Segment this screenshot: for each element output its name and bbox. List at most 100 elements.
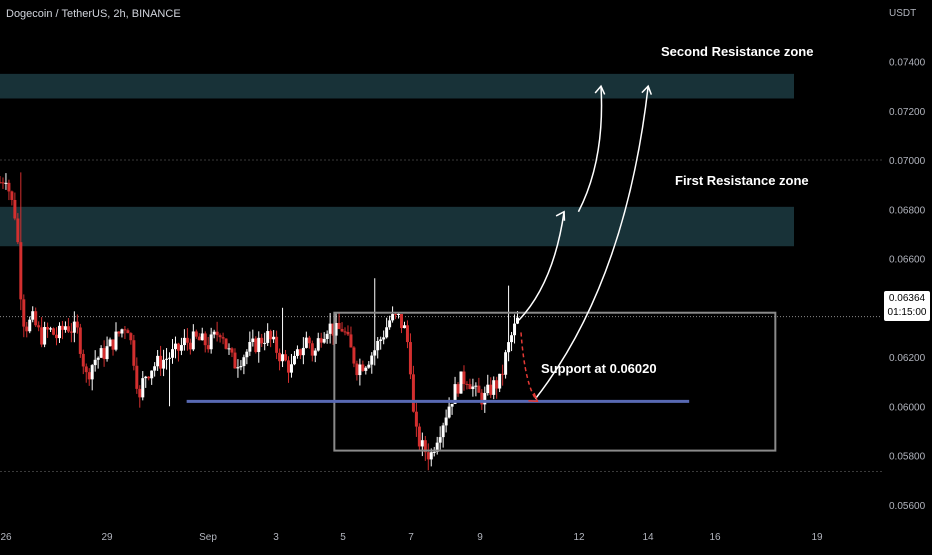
candle-body: [405, 325, 409, 343]
candle-body: [334, 322, 338, 336]
y-tick-label: 0.06200: [889, 353, 926, 364]
candle-body: [298, 349, 302, 356]
candle-body: [420, 440, 424, 447]
candle-body: [111, 339, 115, 350]
candle-body: [126, 330, 130, 334]
resistance-zone-1: [0, 73, 794, 99]
candle-body: [90, 365, 94, 380]
candle-body: [236, 367, 240, 369]
candle-body: [411, 374, 415, 412]
candle-body: [313, 350, 317, 356]
candle-body: [66, 326, 70, 332]
candle-body: [432, 451, 436, 453]
candle-body: [251, 338, 255, 343]
candle-body: [504, 352, 508, 375]
candle-body: [429, 452, 433, 460]
candle-body: [19, 242, 23, 300]
candle-body: [203, 333, 207, 346]
candle-body: [441, 425, 445, 438]
second-resistance-label: Second Resistance zone: [661, 44, 814, 59]
candle-body: [129, 333, 133, 341]
candle-body: [292, 355, 296, 365]
candle-body: [206, 345, 210, 350]
candle-body: [194, 331, 198, 337]
candle-body: [263, 342, 267, 344]
candle-body: [16, 218, 20, 243]
candle-body: [123, 329, 127, 331]
candle-body: [144, 376, 148, 379]
candle-body: [138, 388, 142, 398]
candle-body: [4, 182, 8, 184]
candle-body: [367, 364, 371, 368]
candle-body: [57, 325, 61, 339]
candle-body: [69, 331, 73, 333]
candle-body: [63, 326, 67, 330]
candle-body: [153, 366, 157, 371]
candle-body: [81, 353, 85, 367]
candle-body: [275, 336, 279, 353]
candle-body: [34, 311, 38, 326]
candle-body: [171, 349, 175, 358]
candle-body: [465, 383, 469, 385]
candle-body: [307, 337, 311, 344]
candle-body: [242, 357, 246, 367]
candle-body: [349, 334, 353, 348]
candle-body: [331, 323, 335, 336]
candle-body: [391, 314, 395, 321]
arrowhead-pullback: [528, 392, 539, 403]
candle-body: [185, 337, 189, 343]
candle-body: [325, 333, 329, 339]
candle-body: [0, 182, 2, 184]
candle-body: [120, 329, 124, 334]
candle-body: [197, 336, 201, 341]
candle-body: [477, 385, 481, 393]
candle-body: [516, 317, 520, 324]
candle-body: [510, 335, 514, 343]
candle-body: [40, 327, 44, 345]
x-tick-label: 3: [273, 532, 279, 543]
candle-body: [423, 440, 427, 453]
y-tick-label: 0.06600: [889, 255, 926, 266]
candle-body: [340, 328, 344, 332]
candle-body: [364, 367, 368, 371]
candle-body: [22, 299, 26, 327]
candle-body: [176, 343, 180, 351]
candle-body: [301, 347, 305, 356]
x-tick-label: 5: [340, 532, 346, 543]
candle-body: [382, 337, 386, 340]
candle-body: [319, 338, 323, 343]
last-price-value: 0.06364: [888, 293, 926, 304]
x-tick-label: 16: [709, 532, 721, 543]
candle-body: [495, 380, 499, 389]
candle-body: [165, 358, 169, 360]
candle-body: [215, 331, 219, 336]
candle-body: [93, 359, 97, 366]
candle-body: [358, 364, 362, 376]
candle-body: [370, 355, 374, 365]
candle-body: [507, 342, 511, 353]
candle-body: [224, 338, 228, 349]
x-tick-label: 12: [573, 532, 585, 543]
candle-body: [459, 371, 463, 394]
candle-body: [173, 343, 177, 350]
candle-body: [278, 352, 282, 362]
candle-body: [444, 417, 448, 426]
candle-body: [212, 331, 216, 335]
candle-body: [438, 437, 442, 443]
candle-body: [117, 331, 121, 334]
candle-body: [191, 331, 195, 350]
candle-body: [159, 355, 163, 369]
candle-body: [328, 323, 332, 334]
candle-body: [376, 340, 380, 351]
x-tick-label: 7: [408, 532, 414, 543]
y-tick-label: 0.07000: [889, 156, 926, 167]
candle-body: [200, 333, 204, 341]
bar-countdown: 01:15:00: [887, 307, 927, 318]
candle-body: [337, 322, 341, 329]
candle-body: [108, 339, 112, 347]
candle-body: [150, 370, 154, 379]
candle-body: [221, 337, 225, 339]
candle-body: [343, 331, 347, 333]
